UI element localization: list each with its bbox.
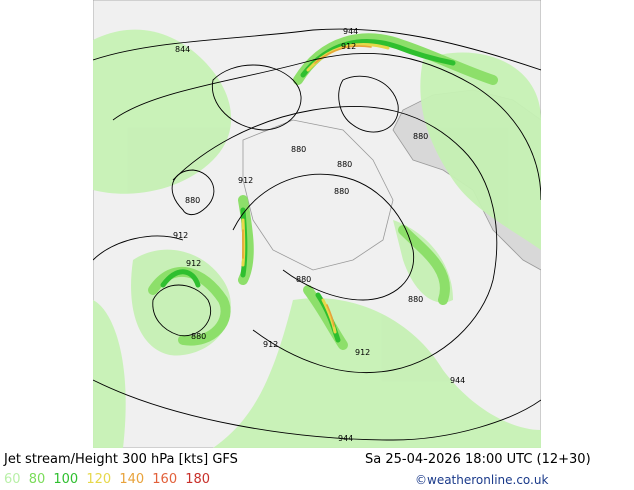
contour-labels: 944 912 880 880 880 880 880 880 912 912 …	[173, 27, 465, 443]
contour-label: 912	[355, 348, 370, 357]
legend-item-180: 180	[185, 472, 211, 487]
legend-item-60: 60	[4, 472, 21, 487]
contour-label: 880	[334, 187, 349, 196]
valid-date: Sa 25-04-2026 18:00 UTC (12+30)	[365, 452, 591, 467]
jet-140-core	[242, 45, 372, 327]
contour-label: 880	[291, 145, 306, 154]
contour-label: 880	[413, 132, 428, 141]
contour-label: 944	[338, 434, 353, 443]
legend-item-80: 80	[28, 472, 46, 487]
height-contours	[93, 28, 541, 441]
jet-stream-map: 944 912 880 880 880 880 880 880 912 912 …	[93, 0, 541, 448]
speed-legend: 60 80 100 120 140 160 180	[4, 472, 214, 487]
contour-label: 912	[186, 259, 201, 268]
map-title: Jet stream/Height 300 hPa [kts] GFS	[4, 452, 238, 467]
contour-label: 880	[408, 295, 423, 304]
legend-item-160: 160	[152, 472, 178, 487]
legend-item-140: 140	[119, 472, 145, 487]
contour-label: 880	[296, 275, 311, 284]
contour-label: 944	[450, 376, 465, 385]
map-frame: 944 912 880 880 880 880 880 880 912 912 …	[93, 0, 541, 448]
contour-label: 880	[185, 196, 200, 205]
contour-label: 944	[343, 27, 358, 36]
legend-item-120: 120	[86, 472, 112, 487]
contour-label: 912	[173, 231, 188, 240]
contour-label: 880	[191, 332, 206, 341]
credit-link[interactable]: ©weatheronline.co.uk	[415, 473, 549, 487]
legend-item-100: 100	[53, 472, 79, 487]
contour-label: 912	[341, 42, 356, 51]
contour-label: 844	[175, 45, 190, 54]
contour-label: 912	[238, 176, 253, 185]
contour-label: 880	[337, 160, 352, 169]
jet-60-areas	[93, 29, 541, 448]
contour-label: 912	[263, 340, 278, 349]
